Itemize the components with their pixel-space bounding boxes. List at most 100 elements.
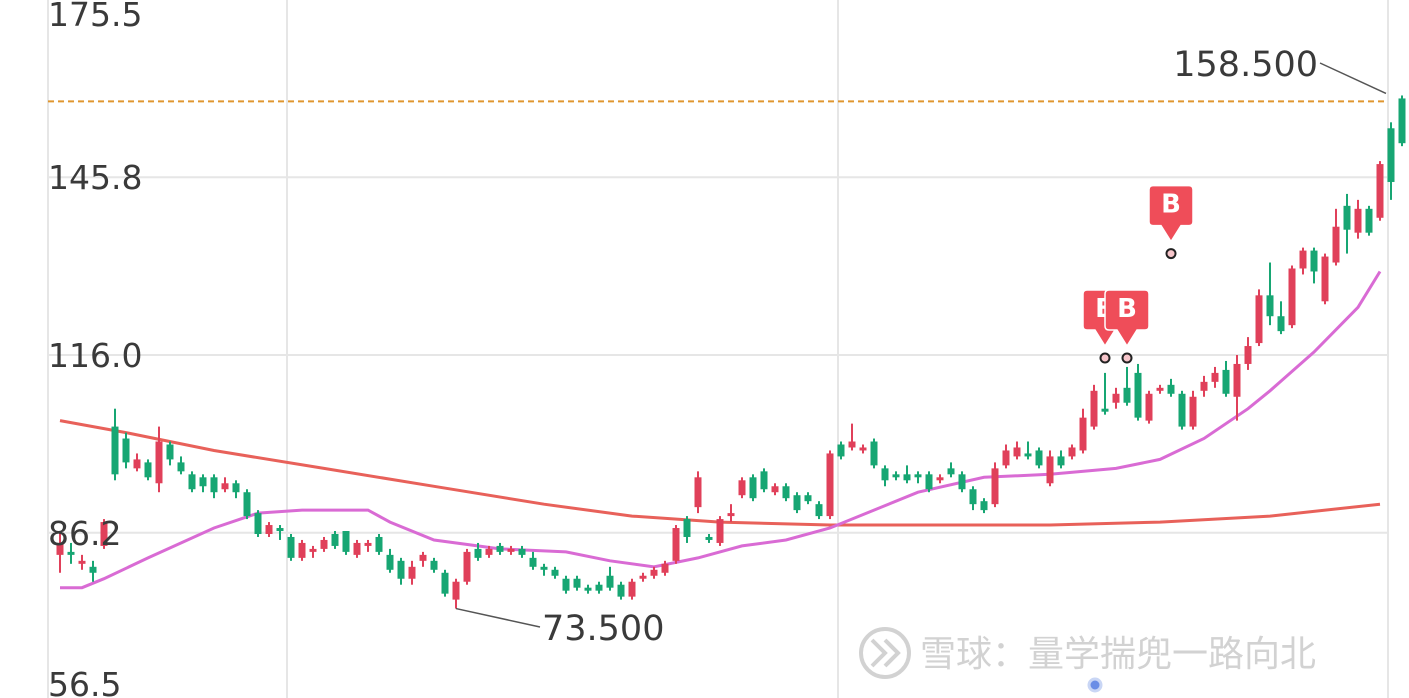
candle-5 [111,408,119,481]
candle-107 [1233,355,1241,421]
watermark: 雪球：量学揣兜一路向北 [859,627,1316,679]
candle-110 [1266,262,1274,326]
candle-body-7 [133,459,141,469]
candle-body-35 [441,572,449,594]
candle-body-43 [529,557,537,567]
annotation-leader-low [455,607,541,628]
candle-24 [320,536,328,552]
candle-body-60 [716,519,724,543]
candle-body-15 [221,483,229,490]
candle-97 [1123,366,1131,406]
candle-117 [1343,193,1351,254]
candle-body-55 [661,563,669,573]
buy-marker-flag-1 [1104,289,1150,348]
candle-body-121 [1387,128,1395,182]
candle-body-36 [452,581,460,600]
candle-body-20 [276,528,284,532]
candle-body-83 [969,489,977,505]
candle-body-44 [540,566,548,570]
candle-20 [276,525,284,540]
candle-body-96 [1112,393,1120,403]
candle-4 [100,519,108,549]
candle-body-113 [1299,250,1307,269]
candle-104 [1200,375,1208,397]
candle-body-2 [78,560,86,564]
candle-37 [463,548,471,585]
candle-body-80 [936,477,944,481]
candle-body-119 [1365,208,1373,233]
candle-112 [1288,265,1296,329]
candle-body-30 [386,554,394,570]
candle-33 [419,551,427,567]
moving-average-lines [59,270,1382,590]
candle-body-64 [760,471,768,490]
candle-body-122 [1398,98,1406,144]
candle-64 [760,468,768,493]
candle-6 [122,432,130,469]
candle-101 [1167,378,1175,397]
candle-81 [947,462,955,478]
watermark-text: 雪球：量学揣兜一路向北 [920,634,1316,675]
candle-49 [595,581,603,594]
candle-66 [782,483,790,502]
candle-body-46 [562,578,570,591]
candle-body-112 [1288,268,1296,326]
candle-body-89 [1035,450,1043,466]
candle-78 [914,471,922,484]
candle-29 [375,533,383,555]
candle-113 [1299,247,1307,275]
candle-body-17 [243,492,251,517]
y-tick-label-4: 56.5 [48,665,121,698]
candle-body-70 [826,453,834,517]
candle-22 [298,539,306,561]
candle-100 [1156,384,1164,394]
candle-42 [518,545,526,558]
candle-79 [925,471,933,493]
candle-body-82 [958,474,966,490]
candle-68 [804,492,812,505]
candle-body-16 [232,483,240,493]
candle-body-52 [628,581,636,597]
candle-body-22 [298,542,306,558]
candle-40 [496,542,504,555]
candle-body-21 [287,536,295,558]
scroll-indicator-dot[interactable] [1087,677,1103,693]
candle-body-28 [364,542,372,546]
candle-body-40 [496,545,504,552]
candle-body-5 [111,426,119,475]
candle-41 [507,545,515,555]
buy-marker-flag-2 [1148,184,1194,243]
candle-body-74 [870,441,878,466]
candle-105 [1211,366,1219,388]
candle-77 [903,465,911,484]
candle-70 [826,450,834,520]
candle-body-105 [1211,372,1219,382]
candle-111 [1277,301,1285,335]
candle-body-84 [980,501,988,511]
y-tick-label-0: 175.5 [48,0,142,34]
candle-body-97 [1123,387,1131,403]
candle-body-72 [848,441,856,448]
candle-body-115 [1321,256,1329,302]
candle-body-29 [375,536,383,552]
candle-18 [254,510,262,537]
buy-marker-label-1: B [1117,294,1137,324]
candle-body-107 [1233,363,1241,397]
candle-54 [650,566,658,579]
candle-body-75 [881,468,889,481]
candle-body-10 [166,444,174,460]
candle-3 [89,560,97,582]
candle-body-58 [694,477,702,508]
candle-body-32 [408,566,416,579]
candle-96 [1112,387,1120,409]
candle-51 [617,581,625,600]
candle-body-101 [1167,384,1175,394]
annotation-high-label: 158.500 [1173,45,1318,85]
candle-body-9 [155,441,163,484]
candles [56,95,1406,609]
candle-62 [738,477,746,499]
candle-body-0 [56,542,64,555]
candle-15 [221,477,229,493]
candle-body-42 [518,548,526,555]
ma-short-line [60,270,1382,590]
